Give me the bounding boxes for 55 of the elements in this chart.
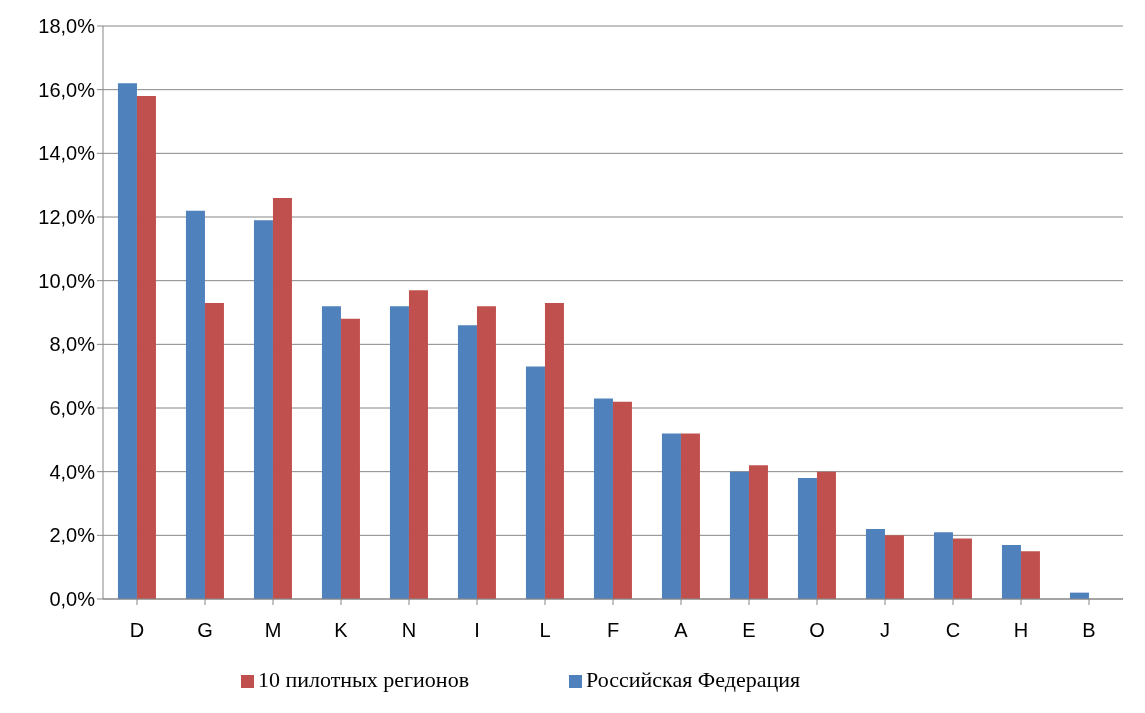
x-tick-label: O xyxy=(809,619,825,642)
x-tick-label: N xyxy=(401,619,417,642)
x-tick-label: B xyxy=(1082,619,1096,642)
bar xyxy=(117,83,137,599)
y-tick-label: 16,0% xyxy=(38,78,96,101)
bar xyxy=(661,433,681,599)
x-tick-label: M xyxy=(264,619,282,642)
y-tick-label: 0,0% xyxy=(49,588,96,611)
bar xyxy=(612,401,632,599)
bar xyxy=(525,366,545,599)
x-tick-label: J xyxy=(880,619,890,642)
y-tick-label: 12,0% xyxy=(38,206,96,229)
x-tick-label: L xyxy=(539,619,551,642)
bar xyxy=(748,465,768,599)
y-tick-label: 6,0% xyxy=(49,397,96,420)
bar xyxy=(408,290,428,599)
x-tick-label: E xyxy=(742,619,756,642)
bar xyxy=(457,325,477,599)
bar xyxy=(952,538,972,599)
y-tick-label: 18,0% xyxy=(38,15,96,38)
bar xyxy=(680,433,700,599)
bar xyxy=(136,96,156,599)
y-tick-label: 8,0% xyxy=(49,333,96,356)
y-tick-label: 2,0% xyxy=(49,524,96,547)
bar xyxy=(272,197,292,599)
bar xyxy=(816,471,836,599)
x-tick-label: A xyxy=(674,619,689,642)
y-tick-label: 14,0% xyxy=(38,142,96,165)
bar xyxy=(729,471,749,599)
x-tick-label: I xyxy=(474,619,480,642)
y-tick-label: 10,0% xyxy=(38,269,96,292)
bar xyxy=(340,318,360,599)
x-tick-label: C xyxy=(945,619,961,642)
bar xyxy=(476,306,496,599)
bar xyxy=(593,398,613,599)
bar xyxy=(884,535,904,599)
bar xyxy=(797,478,817,599)
bar xyxy=(185,210,205,599)
bar xyxy=(1020,551,1040,599)
legend-label: 10 пилотных регионов xyxy=(257,667,470,692)
bar xyxy=(1001,544,1021,599)
legend-label: Российская Федерация xyxy=(586,667,801,692)
y-tick-label: 4,0% xyxy=(49,460,96,483)
bar xyxy=(865,528,885,599)
x-tick-label: G xyxy=(197,619,213,642)
bar xyxy=(204,302,224,599)
bar xyxy=(253,220,273,599)
x-tick-label: D xyxy=(129,619,145,642)
x-tick-label: H xyxy=(1013,619,1029,642)
x-tick-label: F xyxy=(606,619,620,642)
x-tick-label: K xyxy=(334,619,349,642)
bar xyxy=(389,306,409,599)
bar xyxy=(544,302,564,599)
bar xyxy=(933,532,953,599)
bar xyxy=(321,306,341,599)
